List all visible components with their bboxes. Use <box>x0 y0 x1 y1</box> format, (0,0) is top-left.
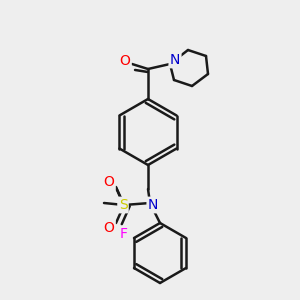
Text: O: O <box>103 221 114 235</box>
Text: F: F <box>120 227 128 241</box>
Text: N: N <box>170 53 180 67</box>
Text: S: S <box>118 198 127 212</box>
Text: O: O <box>103 175 114 189</box>
Text: O: O <box>120 54 130 68</box>
Text: N: N <box>148 198 158 212</box>
